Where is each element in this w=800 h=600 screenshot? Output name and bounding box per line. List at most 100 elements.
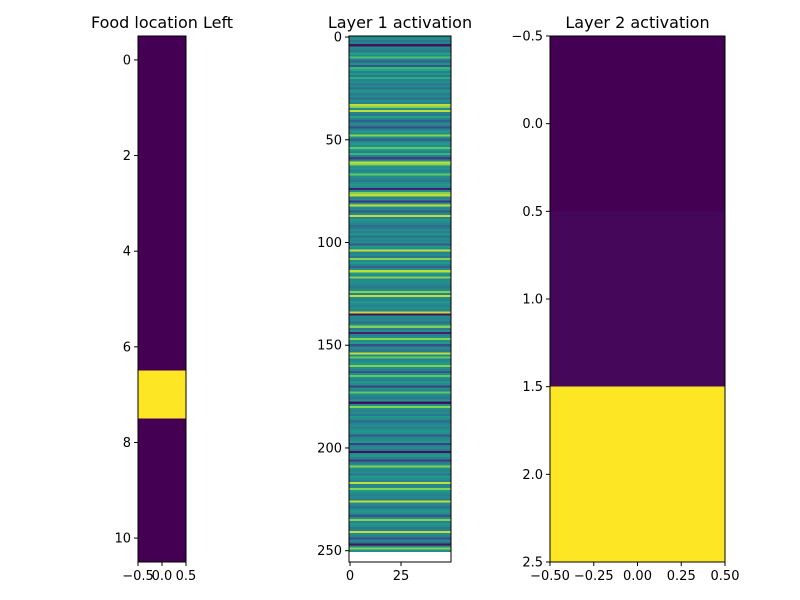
heatmap-cell [349,75,451,78]
heatmap-cell [349,214,451,218]
heatmap-cell [349,109,451,113]
heatmap-cell [349,225,451,228]
heatmap-cell [349,284,451,288]
heatmap-cell [349,364,451,368]
heatmap-cell [349,541,451,544]
heatmap-cell [349,309,451,312]
heatmap-cell [349,329,451,333]
heatmap-cell [349,446,451,450]
heatmap-cell [349,498,451,501]
heatmap-cell [349,114,451,117]
heatmap-cell [349,292,451,296]
heatmap-cell [349,325,451,329]
heatmap-cell [349,426,451,429]
heatmap-cell [138,322,186,372]
heatmap-cell [349,268,451,271]
heatmap-cell [349,245,451,249]
heatmap-cell [349,531,451,534]
heatmap-cell [349,430,451,433]
x-tick-label: 0 [346,569,354,584]
x-tick-label: 0.5 [176,569,197,584]
heatmap-cell [349,305,451,308]
heatmap-cell [550,386,725,563]
heatmap-cell [349,188,451,191]
heatmap-cell [349,473,451,477]
heatmap-cell [349,103,451,107]
heatmap-cell [349,251,451,255]
heatmap-cell [349,529,451,532]
heatmap-cell [349,124,451,127]
heatmap-cell [349,116,451,119]
heatmap-cell [349,81,451,84]
heatmap-cell [349,190,451,193]
heatmap-cell [349,434,451,438]
heatmap-cell [349,317,451,320]
heatmap-cell [349,506,451,509]
y-tick-label: 0.0 [522,117,543,132]
y-tick-label: 250 [317,544,342,559]
axes-frame [348,35,452,563]
y-tick-label: 0 [334,31,342,46]
heatmap-cell [349,467,451,470]
heatmap-cell [349,54,451,57]
heatmap-cell [349,142,451,146]
heatmap-cell [349,362,451,366]
heatmap-cell [349,68,451,72]
heatmap-cell [349,290,451,294]
heatmap-cell [349,448,451,452]
y-tick-label: 100 [317,236,342,251]
heatmap-cell [349,38,451,41]
heatmap-cell [349,126,451,129]
x-tick-label: −0.50 [530,569,570,584]
heatmap-cell [349,383,451,386]
heatmap-cell [349,358,451,362]
y-tick-label: 1.0 [522,293,543,308]
heatmap-cell [349,257,451,261]
x-tick-label: −0.5 [122,569,154,584]
heatmap-cell [349,282,451,286]
y-tick-label: 6 [123,340,131,355]
heatmap-cell [349,465,451,468]
heatmap-cell [349,179,451,183]
heatmap-cell [349,395,451,399]
heatmap-cell [349,278,451,281]
heatmap-cell [349,272,451,275]
heatmap-cell [349,198,451,201]
heatmap-cell [349,60,451,64]
heatmap-cell [349,132,451,136]
heatmap-cell [349,307,451,310]
heatmap-cell [349,342,451,345]
chart-title: Food location Left [91,13,233,32]
heatmap-cell [349,422,451,425]
heatmap-cell [138,370,186,419]
heatmap-cell [349,533,451,536]
heatmap-cell [349,249,451,253]
heatmap-cell [349,229,451,232]
heatmap-cell [349,525,451,528]
heatmap-cell [138,179,186,228]
heatmap-cell [349,333,451,337]
heatmap-cell [349,144,451,148]
heatmap-cell [349,155,451,158]
heatmap-cell [349,52,451,55]
heatmap-cell [349,237,451,240]
x-tick-label: 0.00 [623,569,652,584]
heatmap-cell [349,436,451,440]
heatmap-cell [349,48,451,51]
heatmap-cell [550,211,725,388]
heatmap-cell [349,331,451,335]
heatmap-cell [138,227,186,276]
heatmap-cell [349,227,451,230]
heatmap-cell [349,504,451,507]
heatmap-cell [349,442,451,446]
heatmap-cell [349,294,451,298]
heatmap-cell [349,488,451,491]
heatmap-cell [349,457,451,460]
heatmap-cell [349,159,451,162]
heatmap-cell [349,424,451,427]
heatmap-cell [349,151,451,154]
heatmap-cell [349,432,451,435]
heatmap-cell [349,455,451,458]
heatmap-cell [349,247,451,251]
heatmap-cell [349,401,451,405]
